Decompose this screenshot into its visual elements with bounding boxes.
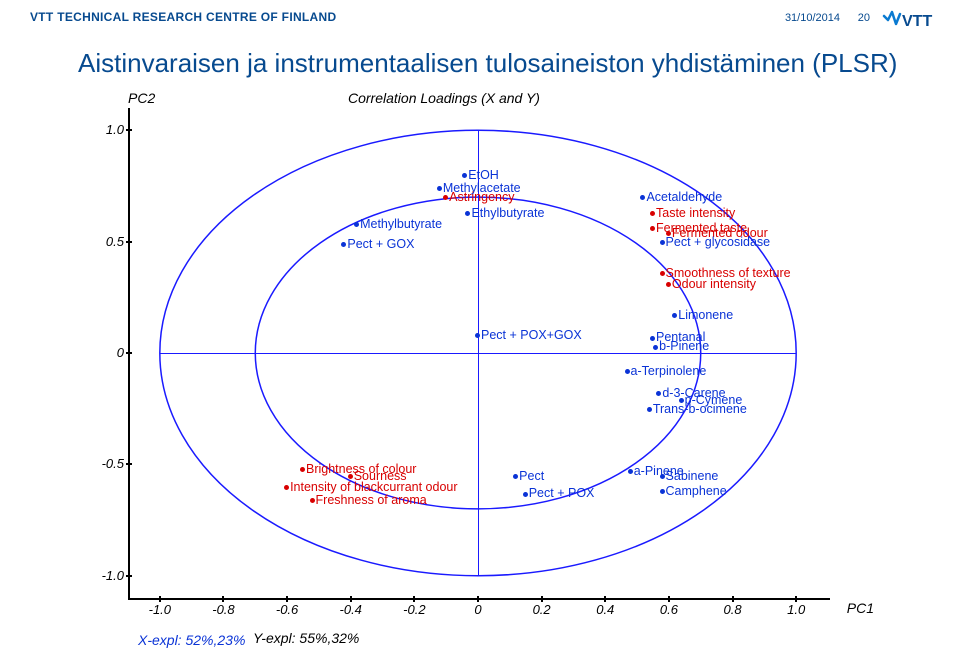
y-tick xyxy=(126,575,132,577)
x-tick-label: 0.2 xyxy=(527,602,557,617)
x-tick-label: -1.0 xyxy=(145,602,175,617)
x-tick xyxy=(604,596,606,602)
loading-point: a-Terpinolene xyxy=(625,365,707,378)
y-tick xyxy=(126,463,132,465)
y-tick xyxy=(126,352,132,354)
y-tick xyxy=(126,241,132,243)
y-tick-label: 0.5 xyxy=(96,234,124,249)
loading-point: Astringency xyxy=(443,191,514,204)
loading-point: Acetaldehyde xyxy=(640,191,722,204)
x-tick-label: -0.8 xyxy=(208,602,238,617)
x-tick-label: -0.6 xyxy=(272,602,302,617)
x-tick xyxy=(222,596,224,602)
x-tick-label: 0 xyxy=(463,602,493,617)
loading-point: Pect + glycosidase xyxy=(660,236,771,249)
x-tick-label: 0.4 xyxy=(590,602,620,617)
pc1-label: PC1 xyxy=(847,600,874,616)
vtt-logo: VTT xyxy=(882,4,942,34)
chart-title: Correlation Loadings (X and Y) xyxy=(348,90,540,106)
slide-title: Aistinvaraisen ja instrumentaalisen tulo… xyxy=(78,48,897,79)
svg-text:VTT: VTT xyxy=(902,13,932,30)
x-tick-label: -0.2 xyxy=(399,602,429,617)
loading-point: Taste intensity xyxy=(650,207,735,220)
y-tick-label: -1.0 xyxy=(96,568,124,583)
x-tick-label: 0.8 xyxy=(718,602,748,617)
loading-point: Pect + POX+GOX xyxy=(475,329,582,342)
loading-point: Pect xyxy=(513,470,544,483)
x-tick xyxy=(795,596,797,602)
loading-point: b-Pinene xyxy=(653,340,709,353)
y-tick-label: -0.5 xyxy=(96,456,124,471)
x-tick xyxy=(413,596,415,602)
loading-point: Sabinene xyxy=(660,470,719,483)
loading-point: Freshness of aroma xyxy=(310,494,427,507)
x-tick xyxy=(732,596,734,602)
x-tick xyxy=(286,596,288,602)
loading-point: Pect + GOX xyxy=(341,238,414,251)
loading-point: Pect + POX xyxy=(523,487,595,500)
correlation-loadings-chart: PC2 Correlation Loadings (X and Y) PC1 X… xyxy=(78,90,882,650)
y-tick-label: 1.0 xyxy=(96,122,124,137)
loading-point: Ethylbutyrate xyxy=(465,207,544,220)
loading-point: Limonene xyxy=(672,309,733,322)
y-tick-label: 0 xyxy=(96,345,124,360)
y-explained: Y-expl: 55%,32% xyxy=(253,630,359,646)
x-tick-label: 0.6 xyxy=(654,602,684,617)
loading-point: Intensity of blackcurrant odour xyxy=(284,481,457,494)
x-tick xyxy=(668,596,670,602)
page-number: 20 xyxy=(858,12,870,24)
loading-point: Camphene xyxy=(660,485,727,498)
x-tick xyxy=(159,596,161,602)
org-name: VTT TECHNICAL RESEARCH CENTRE OF FINLAND xyxy=(30,10,336,24)
x-explained: X-expl: 52%,23% xyxy=(138,632,245,648)
y-tick xyxy=(126,129,132,131)
loading-point: Trans-b-ocimene xyxy=(647,403,747,416)
pc2-label: PC2 xyxy=(128,90,155,106)
loading-point: EtOH xyxy=(462,169,499,182)
loading-point: Methylbutyrate xyxy=(354,218,442,231)
loading-point: Odour intensity xyxy=(666,278,756,291)
slide-date: 31/10/2014 xyxy=(785,12,840,24)
x-tick-label: 1.0 xyxy=(781,602,811,617)
x-tick xyxy=(541,596,543,602)
x-tick xyxy=(477,596,479,602)
slide-header: VTT TECHNICAL RESEARCH CENTRE OF FINLAND… xyxy=(0,0,960,38)
x-tick xyxy=(350,596,352,602)
x-tick-label: -0.4 xyxy=(336,602,366,617)
